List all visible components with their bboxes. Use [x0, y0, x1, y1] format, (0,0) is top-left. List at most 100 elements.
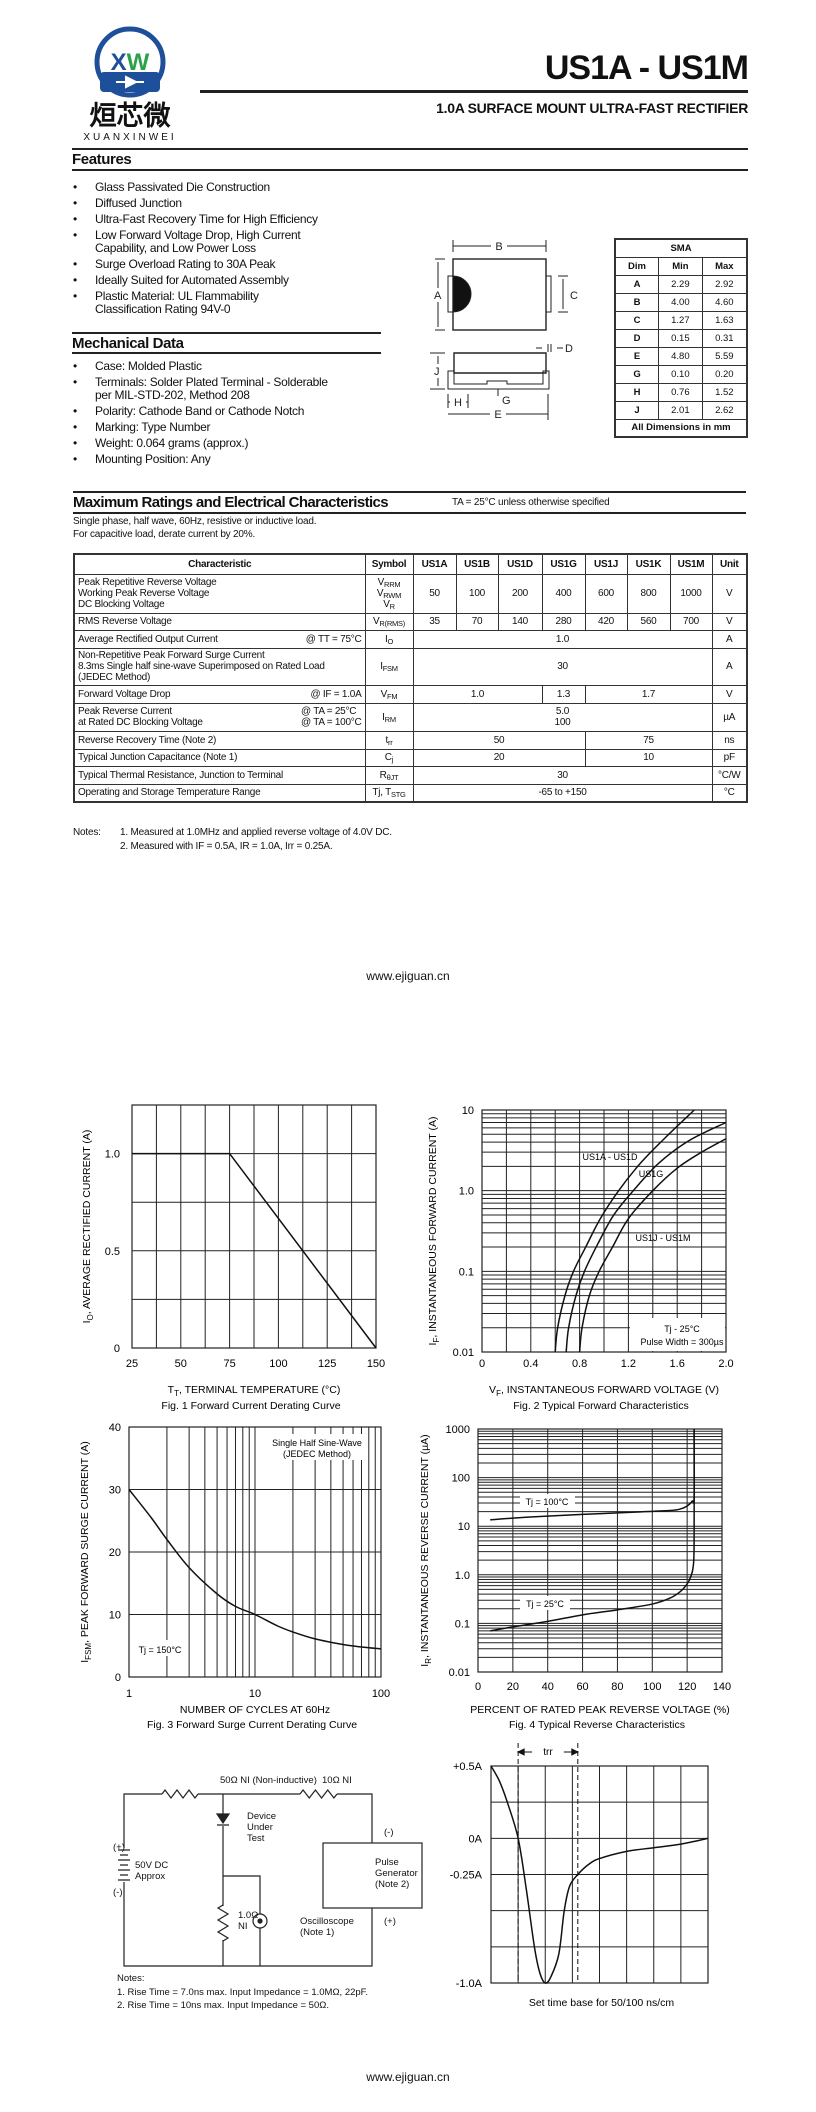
plot-frame [477, 1428, 723, 1673]
note-1: 1. Measured at 1.0MHz and applied revers… [120, 827, 392, 838]
value-cell: 1000 [669, 573, 713, 614]
undefined: 50Ω NI (Non-inductive) [220, 1775, 317, 1786]
x-tick-label: 40 [542, 1681, 554, 1693]
symbol-cell: Tj, TSTG [364, 783, 414, 803]
annotation-label: US1G [639, 1169, 664, 1179]
column-header: US1D [497, 553, 543, 575]
plot-frame [128, 1426, 382, 1678]
list-item: Mounting Position: Any [72, 453, 392, 467]
grid [128, 1426, 382, 1678]
top-view: B A C [434, 240, 578, 331]
dim-label-c: C [570, 290, 578, 302]
condition-text: @ TA = 25°C [300, 706, 357, 717]
figure-caption: Set time base for 50/100 ns/cm [529, 1997, 675, 2009]
value-cell: 700 [669, 612, 713, 631]
table-cell: 2.01 [658, 400, 703, 420]
value-cell: 1.0 [412, 629, 713, 649]
list-item-text: Ultra-Fast Recovery Time for High Effici… [95, 212, 318, 226]
x-tick-label: 0 [479, 1358, 485, 1370]
characteristic-text: Average Rectified Output Current [78, 633, 218, 645]
undefined: (Note 2) [375, 1879, 409, 1890]
value-cell: -65 to +150 [412, 783, 713, 803]
value-cell: 560 [626, 612, 671, 631]
table-row: Peak Repetitive Reverse Voltage Working P… [73, 573, 748, 614]
ratings-note-1: Single phase, half wave, 60Hz, resistive… [73, 516, 317, 527]
table-footer-row: All Dimensions in mm [614, 418, 748, 438]
figure-caption: Fig. 1 Forward Current Derating Curve [161, 1400, 340, 1412]
list-item-text: Diffused Junction [95, 196, 182, 210]
list-item-text: Marking: Type Number [95, 420, 211, 434]
list-item: Low Forward Voltage Drop, High CurrentCa… [72, 229, 392, 255]
y-tick-label: 0A [469, 1833, 483, 1845]
resistor-10-ohm-icon [299, 1789, 338, 1799]
characteristic-text: Working Peak Reverse Voltage [78, 588, 210, 599]
y-axis-label-part: R [424, 1658, 433, 1664]
table-cell: 0.15 [658, 328, 703, 348]
condition-text: @ TA = 100°C [300, 717, 362, 728]
value-cell: 50 [412, 730, 586, 750]
table-row: G 0.10 0.20 [614, 364, 748, 384]
characteristic-text: Non-Repetitive Peak Forward Surge Curren… [78, 650, 265, 661]
unit-cell: °C [711, 783, 748, 803]
table-cell: 5.59 [701, 346, 748, 366]
footer-url[interactable]: www.ejiguan.cn [366, 2070, 450, 2084]
x-tick-label: 150 [367, 1358, 385, 1370]
x-tick-label: 25 [126, 1358, 138, 1370]
list-item: Glass Passivated Die Construction [72, 181, 392, 195]
list-item-text: Polarity: Cathode Band or Cathode Notch [95, 404, 305, 418]
undefined: 10Ω NI [322, 1775, 352, 1786]
value-cell: 420 [584, 612, 628, 631]
table-row: H 0.76 1.52 [614, 382, 748, 402]
column-header: US1K [626, 553, 671, 575]
y-axis-label: IFSM, PEAK FORWARD SURGE CURRENT (A) [79, 1441, 93, 1662]
condition-text: @ IF = 1.0A [310, 688, 362, 700]
table-row: D 0.15 0.31 [614, 328, 748, 348]
symbol-cell: IO [364, 629, 414, 649]
column-header: US1J [584, 553, 628, 575]
series-line-2 [565, 1121, 727, 1353]
value-cell: 75 [584, 730, 713, 750]
unit-cell: ns [711, 730, 748, 750]
footer-url[interactable]: www.ejiguan.cn [366, 969, 450, 983]
dim-label-b: B [495, 241, 502, 253]
notes-label: Notes: [73, 827, 101, 838]
undefined: NI [238, 1921, 248, 1932]
x-axis-label-part: , TERMINAL TEMPERATURE (°C) [179, 1384, 340, 1396]
series-line-1 [128, 1489, 382, 1650]
table-row: RMS Reverse Voltage VR(RMS) 35 70 140 280 420 5… [73, 612, 748, 631]
y-axis-label-part: I [79, 1660, 91, 1663]
y-tick-label: +0.5A [453, 1761, 483, 1773]
condition-text: @ TT = 75°C [305, 633, 362, 645]
value-cell: 5.0 100 [412, 702, 713, 732]
table-row: Peak Reverse Current at Rated DC Blocking… [73, 702, 748, 732]
ratings-condition: TA = 25°C unless otherwise specified [452, 497, 610, 508]
column-header: US1G [541, 553, 586, 575]
undefined: Under [247, 1822, 273, 1833]
table-cell: 4.60 [701, 292, 748, 312]
list-item: Terminals: Solder Plated Terminal - Sold… [72, 376, 392, 402]
table-cell: 1.63 [701, 310, 748, 330]
value-cell: 30 [412, 647, 713, 686]
x-tick-label: 1.6 [670, 1358, 685, 1370]
table-row: Forward Voltage Drop @ IF = 1.0A VFM 1.0 1.3… [73, 684, 748, 704]
x-tick-label: 100 [643, 1681, 661, 1693]
series-line-1 [490, 1765, 709, 1984]
svg-text:XUANXINWEI: XUANXINWEI [83, 132, 176, 143]
unit-cell: V [711, 684, 748, 704]
value-cell: 800 [626, 573, 671, 614]
annotation-label: US1J - US1M [635, 1233, 690, 1243]
symbol: R [379, 769, 387, 781]
unit-cell: µA [711, 702, 748, 732]
symbol: V [383, 599, 390, 610]
characteristic-cell: Peak Repetitive Reverse Voltage Working P… [73, 573, 366, 614]
table-title: SMA [614, 238, 748, 258]
x-axis-label-part: T [174, 1389, 179, 1398]
value-cell: 600 [584, 573, 628, 614]
characteristic-cell: Typical Junction Capacitance (Note 1) [73, 748, 366, 767]
list-item-text: Low Forward Voltage Drop, High Current [95, 228, 301, 242]
undefined: (+) [384, 1916, 396, 1927]
dim-label-d: D [565, 343, 573, 355]
column-header: US1A [412, 553, 457, 575]
y-axis-label-part: F [432, 1338, 441, 1343]
table-cell: 4.00 [658, 292, 703, 312]
